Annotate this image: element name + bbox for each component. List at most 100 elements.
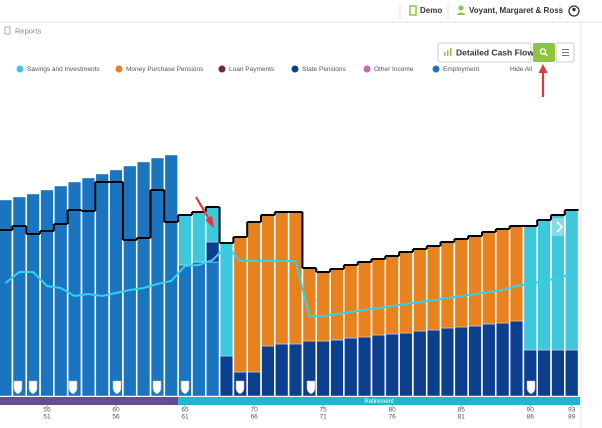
- bar-segment: [551, 349, 565, 397]
- bar-segment: [509, 320, 523, 397]
- legend-swatch: [291, 65, 299, 73]
- search-icon: [544, 52, 549, 57]
- bar-segment: [192, 261, 206, 397]
- demo-icon: [409, 5, 417, 16]
- bar-segment: [330, 339, 344, 397]
- demo-link[interactable]: Demo: [420, 6, 442, 15]
- bar-segment: [427, 329, 441, 397]
- bar-segment: [565, 209, 579, 351]
- bar-segment: [275, 211, 289, 345]
- x-tick-label-second: 66: [250, 414, 258, 421]
- bar-segment: [344, 264, 358, 339]
- doc-icon: [4, 26, 11, 35]
- hide-all[interactable]: Hide All: [510, 66, 533, 73]
- bar-segment: [289, 343, 303, 397]
- client-icon: [458, 5, 464, 11]
- milestone-marker: [112, 380, 122, 395]
- bar-segment: [440, 241, 454, 329]
- bar-segment: [261, 345, 275, 397]
- bar-segment: [26, 193, 40, 397]
- bar-icon: [447, 50, 449, 56]
- legend-label: Employment: [443, 66, 479, 73]
- bar-segment: [316, 340, 330, 397]
- legend-label: Loan Payments: [229, 66, 275, 73]
- x-tick-label: 55: [43, 407, 51, 414]
- x-tick-label: 75: [320, 407, 328, 414]
- user-icon: [572, 7, 576, 12]
- bar-segment: [123, 165, 137, 397]
- bar-segment: [413, 248, 427, 332]
- scroll-button[interactable]: [552, 218, 566, 236]
- legend-swatch: [115, 65, 123, 73]
- bar-segment: [219, 355, 233, 397]
- bar-segment: [12, 196, 26, 397]
- x-tick-label-second: 81: [458, 414, 466, 421]
- bar-segment: [316, 271, 330, 342]
- bar-segment: [330, 268, 344, 341]
- phase-band: [178, 397, 580, 405]
- x-tick-label-second: 76: [389, 414, 397, 421]
- bar-segment: [275, 343, 289, 397]
- bar-segment: [358, 336, 372, 397]
- bar-segment: [371, 258, 385, 336]
- user-icon[interactable]: [568, 5, 580, 17]
- bar-segment: [358, 261, 372, 338]
- bar-segment: [399, 251, 413, 334]
- x-tick-label-second: 61: [181, 414, 189, 421]
- client-name[interactable]: Voyant, Margaret & Ross: [469, 6, 564, 15]
- bar-segment: [385, 333, 399, 397]
- bar-segment: [454, 326, 468, 397]
- bar-segment: [219, 242, 233, 357]
- milestone-marker: [152, 380, 162, 395]
- milestone-marker: [306, 380, 316, 395]
- report-button[interactable]: [437, 42, 532, 63]
- legend-label: Other Income: [374, 66, 414, 73]
- bar-icon: [450, 48, 452, 56]
- legend-label: Money Purchase Pensions: [126, 66, 204, 73]
- line: [4, 244, 572, 317]
- bar-segment: [95, 173, 109, 397]
- bar-segment: [496, 228, 510, 324]
- bar-segment: [247, 221, 261, 373]
- legend-label: Savings and Investments: [27, 66, 100, 73]
- x-tick-label-second: 56: [112, 414, 120, 421]
- x-tick-label: 90: [527, 407, 535, 414]
- x-tick-label-second: 51: [43, 414, 51, 421]
- bar-segment: [261, 214, 275, 347]
- bar-segment: [178, 264, 192, 397]
- x-tick-label: 65: [181, 407, 189, 414]
- bar-segment: [81, 177, 95, 397]
- bar-segment: [468, 235, 482, 327]
- bar-segment: [427, 245, 441, 331]
- search-button[interactable]: [533, 43, 555, 62]
- x-tick-label: 70: [250, 407, 258, 414]
- phase-label: Retirement: [364, 399, 394, 405]
- scroll-chevron: [556, 221, 564, 233]
- legend-label: State Pensions: [302, 66, 346, 73]
- x-tick-label: 80: [389, 407, 397, 414]
- bar-segment: [537, 219, 551, 351]
- breadcrumb[interactable]: Reports: [15, 26, 42, 35]
- milestone-marker: [13, 380, 23, 395]
- bar-segment: [302, 267, 316, 342]
- legend-swatch: [16, 65, 24, 73]
- client-icon: [456, 12, 466, 15]
- bar-segment: [192, 211, 206, 263]
- bar-segment: [344, 337, 358, 397]
- chart: Savings and Investments Money Purchase Pe…: [0, 65, 580, 421]
- bar-segment: [247, 371, 261, 397]
- bar-segment: [440, 327, 454, 397]
- x-tick-label: 93: [568, 407, 576, 414]
- annotation-arrow: [195, 196, 211, 222]
- x-tick-label-second: 89: [568, 414, 576, 421]
- phase-band: [0, 397, 179, 405]
- annotation-arrow-head: [205, 216, 214, 228]
- bar-segment: [385, 255, 399, 335]
- milestone-marker: [526, 380, 536, 395]
- bar-icon: [444, 52, 446, 56]
- annotation-arrow-head: [538, 64, 548, 73]
- legend-swatch: [218, 65, 226, 73]
- milestone-marker: [28, 380, 38, 395]
- top-bar: [0, 0, 602, 22]
